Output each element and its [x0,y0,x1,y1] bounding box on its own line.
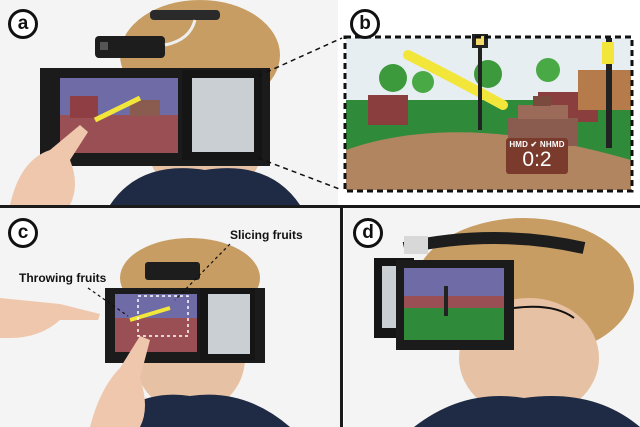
panel-b-game-view [338,0,640,205]
panel-b: HMD ✔ NHMD 0:2 b [338,0,640,205]
panel-a-label: a [8,9,38,39]
panel-d: d [344,208,640,427]
scoreboard-header: HMD ✔ NHMD [509,140,565,149]
callout-throwing-fruits: Throwing fruits [19,271,107,285]
zoom-connector-lines [257,37,343,191]
scoreboard-score: 0:2 [522,148,552,171]
scoreboard: HMD ✔ NHMD 0:2 [506,138,568,174]
panel-c: Throwing fruits Slicing fruits c [0,208,340,427]
panel-a-photo [0,0,338,205]
panel-c-label: c [8,218,38,248]
callout-slicing-fruits: Slicing fruits [230,228,303,242]
panel-b-label: b [350,9,380,39]
panel-c-photo [0,208,340,427]
panel-d-photo [344,208,640,427]
vertical-divider [340,208,343,427]
horizontal-divider [0,205,640,208]
panel-d-label: d [353,218,383,248]
panel-a: a [0,0,338,205]
